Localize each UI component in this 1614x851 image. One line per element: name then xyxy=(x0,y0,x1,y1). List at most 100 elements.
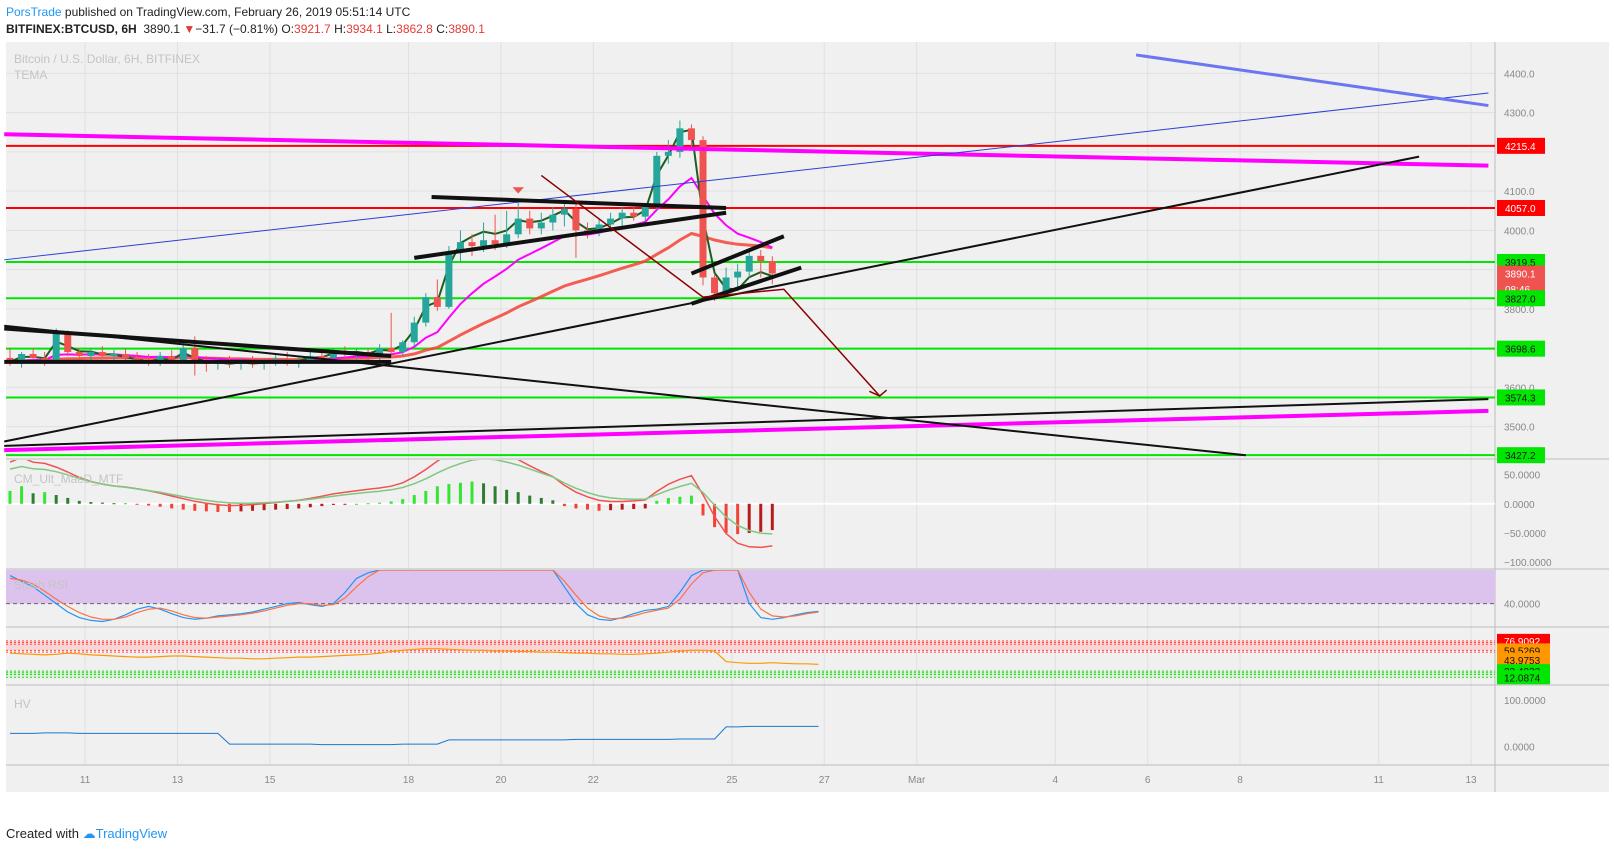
price-tick: 4400.0 xyxy=(1504,69,1535,80)
price-label-box xyxy=(1497,137,1545,154)
candle-body xyxy=(618,212,626,219)
candle xyxy=(433,279,441,311)
legend-indicator: TEMA xyxy=(14,68,47,82)
macd-histogram-bar xyxy=(435,486,439,504)
candle-body xyxy=(641,206,649,217)
macd-histogram-bar xyxy=(724,503,728,533)
candle xyxy=(468,234,476,256)
panel-backgrounds xyxy=(6,42,1609,792)
macd-histogram-bar xyxy=(378,502,382,504)
rsi-label-box xyxy=(1497,652,1550,667)
candle-body xyxy=(757,255,765,262)
high-value: 3934.1 xyxy=(346,22,383,36)
candle xyxy=(387,312,395,356)
hv-pane[interactable] xyxy=(10,725,819,746)
down-arrow-icon: ▼ xyxy=(183,22,196,36)
time-tick: 18 xyxy=(403,775,415,786)
price-label-text: 3827.0 xyxy=(1505,294,1536,305)
trend-drawings-back xyxy=(6,144,1495,457)
macd-histogram-bar xyxy=(343,503,347,505)
blue-upper-line xyxy=(1135,53,1489,108)
macd-histogram-bar xyxy=(204,503,208,512)
candle-body xyxy=(75,352,83,356)
hv-line xyxy=(10,725,819,746)
price-label-box xyxy=(1497,447,1545,464)
candle-body xyxy=(503,234,511,245)
macd-histogram-bar xyxy=(678,496,682,504)
time-axis: 11 13 15 18 20 22 25 27 Mar 4 6 8 11 13 xyxy=(80,775,1477,786)
price-label-text: 3574.3 xyxy=(1505,393,1536,404)
macd-tick: −100.0000 xyxy=(1504,558,1552,569)
high-label: H: xyxy=(334,22,347,36)
stoch-tick: 40.0000 xyxy=(1504,600,1541,611)
tradingview-logo-icon[interactable]: ☁ xyxy=(82,826,96,841)
close-label: C: xyxy=(436,22,449,36)
legend-title: Bitcoin / U.S. Dollar, 6H, BITFINEX xyxy=(14,52,200,66)
price-label-box xyxy=(1497,389,1545,406)
macd-histogram-bar xyxy=(20,486,24,504)
macd-histogram-bar xyxy=(158,503,162,507)
macd-histogram-bar xyxy=(597,503,601,511)
candle-body xyxy=(734,271,742,278)
candle xyxy=(595,218,603,237)
candle-body xyxy=(572,208,580,231)
wedge-upper xyxy=(690,234,785,276)
flag-lower xyxy=(413,210,727,260)
time-tick: 8 xyxy=(1237,775,1243,786)
last-price: 3890.1 xyxy=(143,22,181,36)
candle-body xyxy=(410,322,418,343)
macd-histogram-bar xyxy=(759,503,763,532)
price-change: −31.7 (−0.81%) xyxy=(195,22,279,36)
macd-pane[interactable] xyxy=(6,446,1495,549)
macd-tick: 50.0000 xyxy=(1504,471,1541,482)
projection-arrowhead-icon xyxy=(869,389,888,397)
candle-body xyxy=(191,348,199,362)
candle xyxy=(514,202,522,239)
candle xyxy=(537,212,545,235)
candle xyxy=(664,140,672,164)
macd-histogram-bar xyxy=(89,502,93,504)
price-pane[interactable] xyxy=(6,120,776,376)
candle xyxy=(29,348,37,362)
candle xyxy=(653,151,661,211)
price-tick: 3800.0 xyxy=(1504,305,1535,316)
candle xyxy=(560,202,568,227)
candle-body xyxy=(711,277,719,294)
magenta-resistance-trend xyxy=(4,132,1489,168)
macd-histogram-bar xyxy=(366,503,370,505)
author-link[interactable]: PorsTrade xyxy=(6,5,62,19)
macd-histogram-bar xyxy=(551,500,555,504)
candle xyxy=(422,293,430,327)
symbol-name[interactable]: BITFINEX:BTCUSD, 6H xyxy=(6,22,137,36)
black-base-trend xyxy=(4,398,1489,447)
candle-body xyxy=(329,352,337,358)
publish-text: published on TradingView.com, February 2… xyxy=(61,5,411,19)
macd-histogram-bar xyxy=(124,503,127,505)
price-label-box xyxy=(1497,265,1545,282)
tradingview-brand[interactable]: TradingView xyxy=(95,826,168,841)
rsi-label-text: 59.5269 xyxy=(1504,646,1541,657)
candle xyxy=(745,250,753,278)
triangle-upper xyxy=(4,326,392,358)
candle-body xyxy=(168,355,176,360)
price-axis: 4400.04300.04100.04000.03900.03800.03600… xyxy=(1497,69,1552,753)
candle-body xyxy=(133,357,141,360)
stoch-rsi-pane[interactable] xyxy=(9,570,819,623)
macd-histogram-bar xyxy=(655,500,659,504)
candle xyxy=(445,246,453,309)
macd-histogram-bar xyxy=(424,490,428,504)
candle-body xyxy=(491,240,499,245)
candle-body xyxy=(422,297,430,323)
rsi-bands-pane[interactable] xyxy=(6,640,1495,678)
candle-body xyxy=(456,242,464,252)
macd-histogram-bar xyxy=(493,486,497,504)
candle-body xyxy=(676,128,684,152)
candle-body xyxy=(399,342,407,353)
macd-histogram-bar xyxy=(66,497,70,504)
macd-histogram-bar xyxy=(458,482,462,504)
time-tick: 6 xyxy=(1145,775,1151,786)
time-tick: 15 xyxy=(264,775,276,786)
macd-histogram-bar xyxy=(666,497,670,504)
macd-histogram-bar xyxy=(308,503,312,508)
